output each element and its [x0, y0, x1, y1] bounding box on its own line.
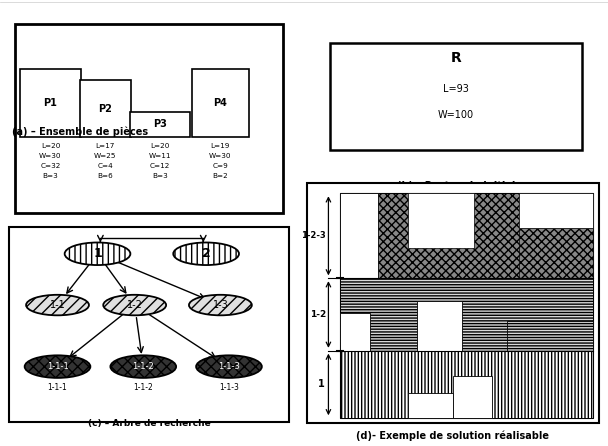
Text: R: R — [451, 51, 461, 65]
Text: W=30: W=30 — [209, 153, 232, 159]
Text: 1-1-3: 1-1-3 — [219, 383, 239, 392]
Bar — [506, 321, 593, 351]
Bar — [80, 80, 131, 137]
Bar — [409, 393, 453, 418]
Text: (d)- Exemple de solution réalisable: (d)- Exemple de solution réalisable — [356, 431, 550, 441]
Text: 2: 2 — [202, 247, 210, 260]
Bar — [409, 194, 474, 248]
Text: 1: 1 — [318, 380, 325, 389]
Text: 1-1-2: 1-1-2 — [133, 362, 154, 371]
Bar — [130, 112, 190, 137]
Ellipse shape — [26, 295, 89, 315]
Text: W=11: W=11 — [148, 153, 171, 159]
Text: W=100: W=100 — [438, 110, 474, 120]
Text: 1: 1 — [93, 247, 102, 260]
Text: L=93: L=93 — [443, 83, 469, 94]
Text: W=25: W=25 — [94, 153, 117, 159]
Text: P4: P4 — [213, 98, 227, 108]
Text: 1-2-3: 1-2-3 — [301, 231, 326, 240]
Text: C=12: C=12 — [150, 163, 170, 169]
Bar — [519, 194, 593, 228]
Text: 1-2: 1-2 — [310, 310, 326, 319]
Text: (b) – Rectangle initial: (b) – Rectangle initial — [397, 181, 515, 191]
Bar — [330, 43, 582, 150]
Text: (c) – Arbre de recherche: (c) – Arbre de recherche — [88, 419, 210, 428]
Text: P1: P1 — [44, 98, 57, 108]
Text: 1-1-1: 1-1-1 — [47, 383, 67, 392]
Bar — [519, 228, 593, 278]
Ellipse shape — [103, 295, 166, 315]
Text: 1-2: 1-2 — [126, 300, 143, 310]
Text: B=2: B=2 — [212, 173, 228, 178]
Bar — [417, 301, 462, 351]
Bar — [340, 194, 593, 278]
Text: L=17: L=17 — [95, 143, 115, 149]
Text: 1-1-2: 1-1-2 — [133, 383, 153, 392]
Bar — [340, 313, 370, 351]
Text: L=19: L=19 — [210, 143, 230, 149]
Text: L=20: L=20 — [41, 143, 60, 149]
Text: B=3: B=3 — [43, 173, 58, 178]
Text: 1-3: 1-3 — [213, 300, 228, 310]
Ellipse shape — [25, 355, 91, 378]
Bar — [340, 351, 593, 418]
Text: 1-1-3: 1-1-3 — [218, 362, 240, 371]
Ellipse shape — [111, 355, 176, 378]
Text: 1-1: 1-1 — [50, 300, 66, 310]
Text: C=9: C=9 — [212, 163, 228, 169]
Text: L=20: L=20 — [150, 143, 170, 149]
Ellipse shape — [173, 243, 239, 265]
Bar — [340, 194, 378, 278]
Bar — [20, 69, 80, 137]
Text: C=32: C=32 — [40, 163, 61, 169]
Bar — [453, 376, 492, 418]
Text: B=3: B=3 — [152, 173, 168, 178]
Ellipse shape — [196, 355, 262, 378]
Bar — [340, 194, 593, 418]
Text: 1-1-1: 1-1-1 — [47, 362, 68, 371]
Bar — [192, 69, 249, 137]
Text: C=4: C=4 — [97, 163, 113, 169]
Text: B=6: B=6 — [97, 173, 113, 178]
Text: P2: P2 — [98, 103, 112, 114]
Text: W=30: W=30 — [39, 153, 62, 159]
Text: (a) – Ensemble de pièces: (a) – Ensemble de pièces — [12, 127, 148, 137]
Ellipse shape — [64, 243, 130, 265]
Bar — [340, 278, 593, 351]
Ellipse shape — [189, 295, 252, 315]
Text: P3: P3 — [153, 120, 167, 129]
